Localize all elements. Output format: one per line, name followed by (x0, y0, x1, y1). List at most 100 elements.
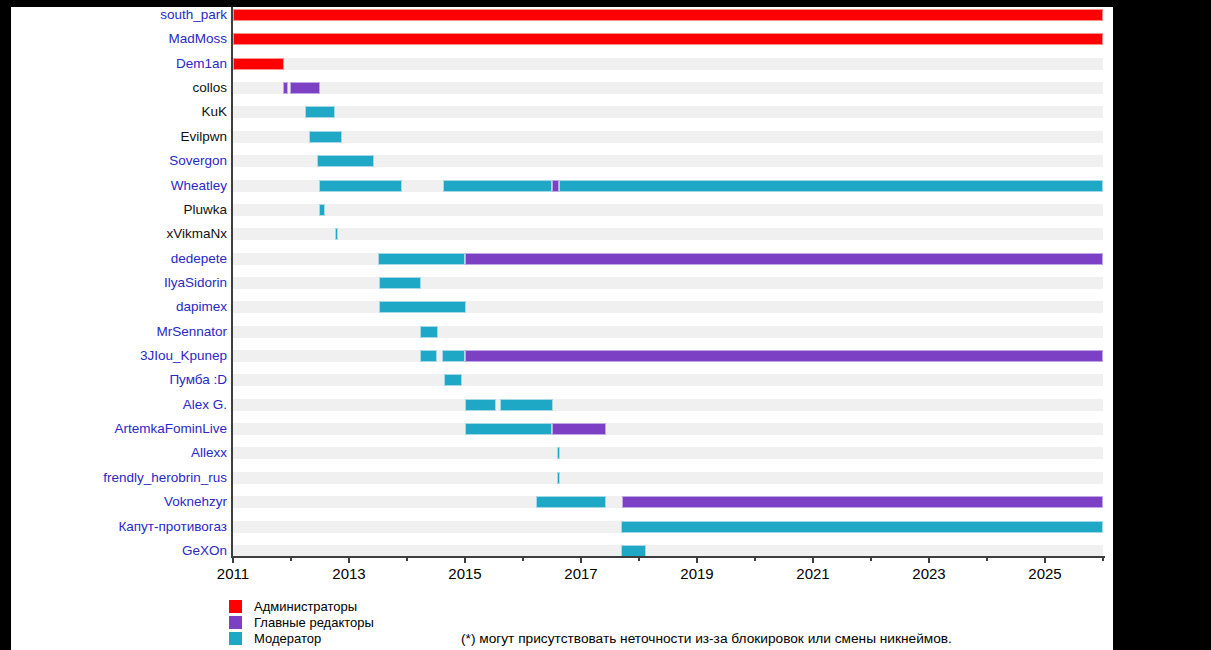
role-timeline-chart: south_park MadMoss Dem1an collos KuK Evilpwn S… (0, 0, 1211, 650)
x-tick-minor (870, 558, 872, 562)
row-track (233, 447, 1103, 459)
bar-moderator (621, 521, 1103, 533)
row-label[interactable]: Alex G. (0, 397, 227, 413)
legend-swatch-editor (229, 616, 242, 629)
bar-moderator (420, 350, 437, 362)
x-tick-major (232, 558, 234, 563)
x-axis-line (231, 556, 1106, 558)
bar-moderator (309, 131, 342, 143)
row-track (233, 350, 1103, 362)
row-track (233, 58, 1103, 70)
x-tick-minor (522, 558, 524, 562)
row-label[interactable]: GeXOn (0, 543, 227, 559)
bar-editor (552, 180, 559, 192)
bar-moderator (379, 301, 467, 313)
x-tick-label: 2017 (564, 565, 597, 582)
bar-editor (290, 82, 320, 94)
x-tick-label: 2013 (332, 565, 365, 582)
x-tick-label: 2015 (448, 565, 481, 582)
row-track (233, 496, 1103, 508)
row-label[interactable]: MadMoss (0, 31, 227, 47)
row-track (233, 521, 1103, 533)
bar-moderator (559, 180, 1103, 192)
bar-admin (233, 33, 1103, 45)
bar-moderator (500, 399, 552, 411)
bar-editor (465, 350, 1103, 362)
row-track (233, 82, 1103, 94)
row-label: Evilpwn (0, 129, 227, 145)
y-axis-line (231, 7, 233, 558)
row-track (233, 204, 1103, 216)
bar-admin (233, 9, 1103, 21)
row-track (233, 155, 1103, 167)
row-label: collos (0, 80, 227, 96)
x-tick-minor (406, 558, 408, 562)
x-tick-label: 2021 (796, 565, 829, 582)
row-label[interactable]: Dem1an (0, 56, 227, 72)
bar-moderator (444, 374, 462, 386)
bar-editor (465, 253, 1103, 265)
x-tick-minor (1102, 558, 1104, 562)
row-label[interactable]: south_park (0, 7, 227, 23)
bar-editor (552, 423, 606, 435)
row-label[interactable]: 3JIou_Kpunep (0, 348, 227, 364)
row-label: KuK (0, 104, 227, 120)
bar-admin (233, 58, 284, 70)
x-tick-minor (290, 558, 292, 562)
bar-editor (622, 496, 1103, 508)
row-label[interactable]: Капут-противогаз (0, 519, 227, 535)
bar-moderator (319, 204, 325, 216)
row-track (233, 399, 1103, 411)
x-tick-major (696, 558, 698, 563)
row-label[interactable]: frendly_herobrin_rus (0, 470, 227, 486)
x-tick-label: 2011 (217, 565, 249, 582)
row-label[interactable]: Wheatley (0, 178, 227, 194)
row-label[interactable]: dapimex (0, 299, 227, 315)
row-track (233, 472, 1103, 484)
legend-swatch-moderator (229, 632, 242, 645)
footnote: (*) могут присутствовать неточности из-з… (461, 631, 952, 646)
row-track (233, 253, 1103, 265)
row-label[interactable]: Voknehzyr (0, 494, 227, 510)
x-tick-label: 2023 (912, 565, 945, 582)
x-tick-major (580, 558, 582, 563)
row-track (233, 33, 1103, 45)
row-track (233, 423, 1103, 435)
row-label: xVikmaNx (0, 226, 227, 242)
bar-moderator (442, 350, 465, 362)
legend-label-admin: Администраторы (254, 600, 357, 613)
row-label[interactable]: MrSennator (0, 324, 227, 340)
x-tick-minor (986, 558, 988, 562)
bar-moderator (443, 180, 552, 192)
x-tick-major (1044, 558, 1046, 563)
row-label[interactable]: Sovergon (0, 153, 227, 169)
row-label[interactable]: dedepete (0, 251, 227, 267)
row-label[interactable]: Пумба :D (0, 372, 227, 388)
row-label[interactable]: IlyaSidorin (0, 275, 227, 291)
legend-swatch-admin (229, 600, 242, 613)
row-label[interactable]: Allexx (0, 445, 227, 461)
legend-label-editor: Главные редакторы (254, 616, 374, 629)
legend-label-moderator: Модератор (254, 632, 321, 645)
bar-moderator (378, 253, 465, 265)
row-track (233, 228, 1103, 240)
row-track (233, 180, 1103, 192)
row-track (233, 9, 1103, 21)
bar-moderator (536, 496, 606, 508)
bar-moderator (319, 180, 402, 192)
x-tick-minor (638, 558, 640, 562)
x-tick-major (812, 558, 814, 563)
bar-moderator (335, 228, 338, 240)
row-track (233, 326, 1103, 338)
x-tick-major (928, 558, 930, 563)
x-tick-label: 2025 (1028, 565, 1061, 582)
bar-moderator (557, 447, 561, 459)
row-track (233, 301, 1103, 313)
row-track (233, 131, 1103, 143)
row-label: Pluwka (0, 202, 227, 218)
bar-moderator (379, 277, 421, 289)
bar-moderator (465, 399, 496, 411)
row-track (233, 106, 1103, 118)
row-label[interactable]: ArtemkaFominLive (0, 421, 227, 437)
row-track (233, 374, 1103, 386)
